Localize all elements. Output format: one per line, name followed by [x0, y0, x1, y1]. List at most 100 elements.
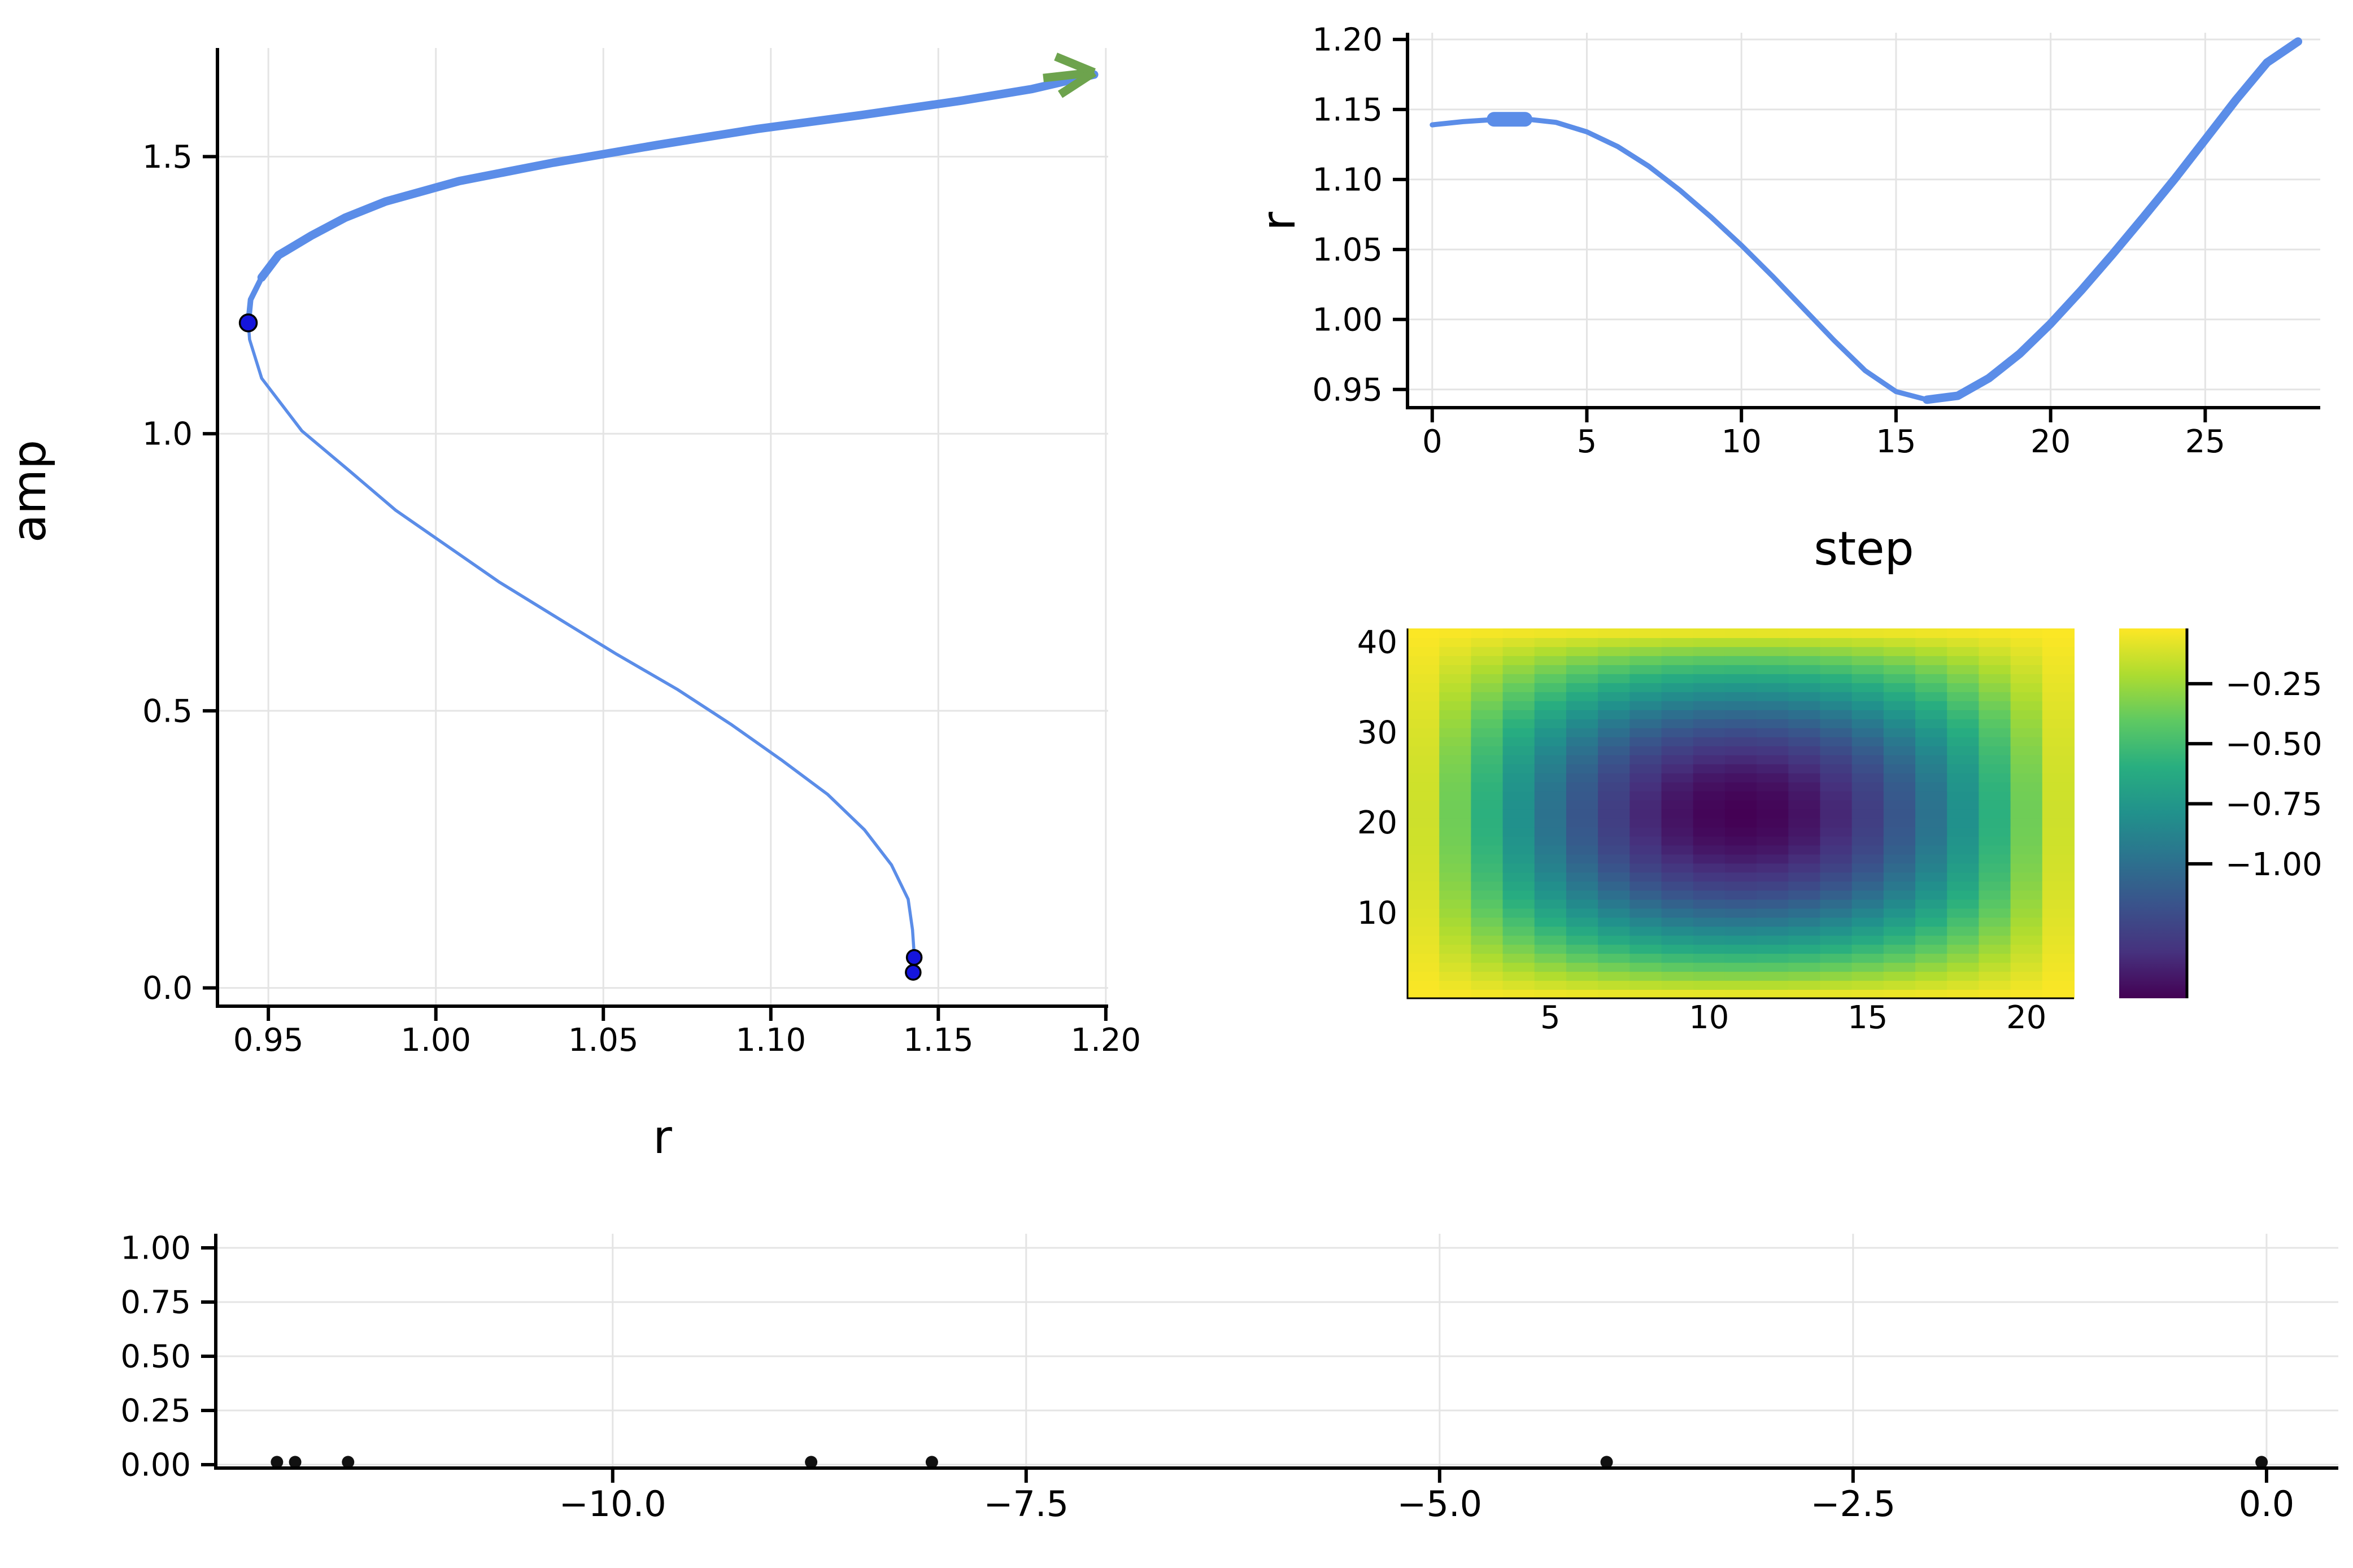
heatmap-cell [1408, 890, 1440, 900]
heatmap-cell [1408, 980, 1440, 990]
heatmap-cell [2010, 763, 2043, 774]
heatmap-cell [1788, 673, 1821, 683]
heatmap-cell [2010, 944, 2043, 954]
heatmap-colorbar: −0.25 −0.50 −0.75 −1.00 [2119, 628, 2323, 998]
heatmap-cell [2010, 655, 2043, 665]
heatmap-cell [1629, 646, 1662, 656]
heatmap-cell [1629, 691, 1662, 701]
heatmap-cell [1788, 899, 1821, 909]
heatmap-cell [1851, 682, 1884, 692]
heatmap-cell [1757, 790, 1789, 801]
heatmap-cell [1915, 845, 1948, 855]
heatmap-cell [1693, 854, 1725, 864]
heatmap-cell [1534, 890, 1567, 900]
heatmap-cell [1629, 971, 1662, 981]
heatmap-cell [1629, 944, 1662, 954]
heatmap-cell [1883, 917, 1916, 927]
heatmap-cell [1439, 971, 1472, 981]
x-tick-label: 5 [1540, 999, 1561, 1036]
heatmap-cell [1408, 709, 1440, 719]
heatmap-cell [1502, 980, 1535, 990]
heatmap-cell [1471, 845, 1504, 855]
heatmap-cell [2010, 980, 2043, 990]
heatmap-cell [1598, 745, 1631, 755]
heatmap-cell [1947, 754, 1980, 765]
heatmap-cell [1851, 854, 1884, 864]
heatmap-cell [1661, 682, 1694, 692]
heatmap-cell [2042, 790, 2075, 801]
heatmap-cell [2010, 908, 2043, 918]
heatmap-cell [1502, 818, 1535, 828]
heatmap-cell [1408, 637, 1440, 647]
x-tick-label: 15 [1876, 423, 1916, 460]
heatmap-cell [2010, 800, 2043, 810]
heatmap-cell [1883, 682, 1916, 692]
heatmap-cell [1408, 944, 1440, 954]
heatmap-cell [1502, 781, 1535, 792]
heatmap-cell [1534, 781, 1567, 792]
heatmap-cell [1979, 935, 2011, 945]
heatmap-cell [1915, 763, 1948, 774]
heatmap-cell [1947, 854, 1980, 864]
heatmap-cell [1566, 908, 1599, 918]
heatmap-cell [1661, 745, 1694, 755]
heatmap-cell [1471, 691, 1504, 701]
heatmap-cell [1788, 926, 1821, 936]
heatmap-cell [1915, 944, 1948, 954]
heatmap-cell [1439, 827, 1472, 837]
heatmap-cell [1598, 980, 1631, 990]
heatmap-cell [1566, 845, 1599, 855]
heatmap-cell [1661, 655, 1694, 665]
heatmap-cell [1502, 908, 1535, 918]
heatmap-cell [1724, 809, 1758, 819]
heatmap-cell [1883, 926, 1916, 936]
x-tick-label: 10 [1722, 423, 1762, 460]
heatmap-cell [1598, 700, 1631, 710]
heatmap-cell [1915, 908, 1948, 918]
heatmap-cell [1439, 962, 1472, 972]
heatmap-cell [1629, 935, 1662, 945]
heatmap-cell [1915, 971, 1948, 981]
heatmap-cell [2042, 772, 2075, 783]
heatmap-cell [1598, 971, 1631, 981]
heatmap-cell [1471, 917, 1504, 927]
heatmap-cell [1915, 863, 1948, 873]
heatmap-cell [1851, 980, 1884, 990]
heatmap-cell [1408, 989, 1440, 999]
y-tick-label: 0.0 [142, 970, 193, 1007]
colorbar-tick-label: −1.00 [2225, 846, 2323, 883]
heatmap-cell [1534, 800, 1567, 810]
heatmap-cell [1820, 718, 1853, 728]
heatmap-cell [1820, 800, 1853, 810]
heatmap-cell [1629, 809, 1662, 819]
heatmap-cell [1820, 935, 1853, 945]
heatmap-cell [1693, 727, 1725, 737]
heatmap-cell [1757, 664, 1789, 674]
heatmap-cell [1947, 772, 1980, 783]
heatmap-cell [1883, 691, 1916, 701]
heatmap-cell [1629, 664, 1662, 674]
heatmap-cell [1661, 989, 1694, 999]
heatmap-cell [1788, 836, 1821, 846]
heatmap-cell [1629, 637, 1662, 647]
heatmap-cell [1788, 935, 1821, 945]
heatmap-cell [2042, 881, 2075, 891]
heatmap-cell [1724, 745, 1758, 755]
heatmap-cell [1408, 682, 1440, 692]
y-tick-label: 1.05 [1312, 232, 1383, 268]
heatmap-cell [1979, 664, 2011, 674]
heatmap-cell [1661, 827, 1694, 837]
heatmap-cell [2042, 971, 2075, 981]
heatmap-cell [1408, 872, 1440, 882]
heatmap-cell [1598, 790, 1631, 801]
heatmap-cell [1724, 736, 1758, 746]
heatmap-cell [1757, 781, 1789, 792]
heatmap-cell [1566, 646, 1599, 656]
heatmap-cell [1408, 754, 1440, 765]
heatmap-cell [1566, 664, 1599, 674]
heatmap-cell [1915, 872, 1948, 882]
heatmap-cell [2042, 691, 2075, 701]
heatmap-cell [1979, 718, 2011, 728]
heatmap-cell [1408, 917, 1440, 927]
bifurcation-ylabel: amp [3, 440, 56, 543]
